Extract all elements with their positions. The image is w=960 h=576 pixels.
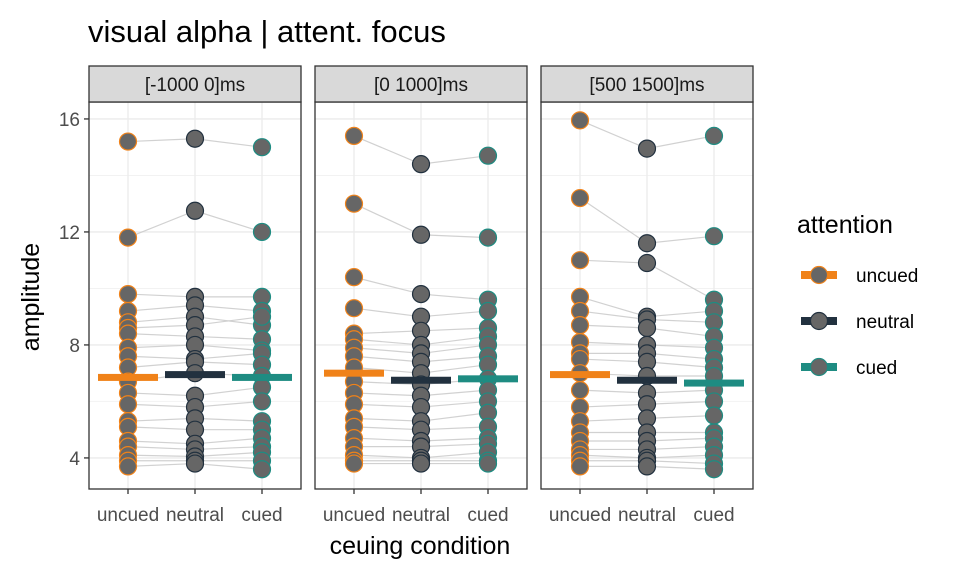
legend-key-point bbox=[809, 357, 829, 377]
legend-label: uncued bbox=[856, 266, 918, 287]
chart-title: visual alpha | attent. focus bbox=[88, 14, 446, 49]
data-point bbox=[411, 284, 431, 304]
y-tick-label: 16 bbox=[59, 110, 80, 131]
data-point bbox=[411, 225, 431, 244]
facet-panel: [500 1500]ms uncued neutral cued bbox=[540, 65, 754, 526]
data-point bbox=[637, 253, 657, 273]
mean-bar bbox=[684, 379, 744, 387]
mean-bar bbox=[550, 371, 610, 379]
data-point bbox=[411, 454, 431, 473]
data-point bbox=[252, 307, 272, 326]
data-point bbox=[704, 406, 724, 425]
data-point bbox=[344, 126, 364, 145]
y-tick-label: 4 bbox=[69, 449, 80, 470]
data-point bbox=[637, 139, 657, 158]
facet-strip bbox=[540, 65, 754, 103]
legend-item: neutral bbox=[801, 311, 914, 333]
facet-strip bbox=[314, 65, 528, 103]
y-axis-title: amplitude bbox=[17, 243, 45, 351]
legend-key-point bbox=[809, 311, 829, 331]
x-tick-label: neutral bbox=[166, 505, 224, 526]
data-point bbox=[252, 138, 272, 157]
data-point bbox=[185, 129, 205, 148]
mean-bar bbox=[232, 373, 292, 381]
data-point bbox=[637, 234, 657, 253]
x-axis-title: ceuing condition bbox=[330, 532, 511, 560]
facet-panels: [-1000 0]ms uncued neutral cued [0 1000]ms un… bbox=[59, 65, 754, 526]
data-point bbox=[118, 395, 138, 414]
x-tick-label: neutral bbox=[392, 505, 450, 526]
legend: attention uncued neutral cued bbox=[797, 211, 918, 379]
x-tick-label: uncued bbox=[549, 505, 611, 526]
facet-panel: [0 1000]ms uncued neutral cued bbox=[314, 65, 528, 526]
legend-item: uncued bbox=[801, 265, 918, 287]
data-point bbox=[570, 381, 590, 400]
data-point bbox=[570, 316, 590, 335]
y-axis: 4 8 12 16 bbox=[59, 110, 89, 470]
legend-title: attention bbox=[797, 211, 893, 239]
data-point bbox=[704, 460, 724, 479]
data-point bbox=[118, 457, 138, 476]
data-point bbox=[478, 228, 498, 247]
mean-bar bbox=[391, 376, 451, 384]
data-point bbox=[704, 227, 724, 246]
data-point bbox=[344, 268, 364, 287]
mean-bar bbox=[324, 369, 384, 377]
mean-bar bbox=[165, 371, 225, 379]
data-point bbox=[118, 132, 138, 151]
facet-strip bbox=[88, 65, 302, 103]
data-point bbox=[185, 201, 205, 220]
data-point bbox=[252, 222, 272, 242]
data-point bbox=[344, 454, 364, 473]
mean-bar bbox=[617, 376, 677, 384]
data-point bbox=[252, 460, 272, 479]
data-point bbox=[252, 392, 272, 411]
data-point bbox=[344, 299, 364, 318]
data-point bbox=[185, 454, 205, 473]
data-point bbox=[478, 301, 498, 321]
data-point bbox=[344, 194, 364, 213]
data-point bbox=[118, 284, 138, 304]
data-point bbox=[570, 251, 590, 270]
data-point bbox=[411, 155, 431, 174]
x-tick-label: cued bbox=[467, 505, 508, 526]
mean-bar bbox=[458, 375, 518, 383]
facet-strip-label: [0 1000]ms bbox=[374, 75, 468, 96]
x-tick-label: uncued bbox=[97, 505, 159, 526]
x-tick-label: cued bbox=[241, 505, 282, 526]
data-point bbox=[637, 318, 657, 338]
legend-item: cued bbox=[801, 357, 897, 379]
data-point bbox=[570, 111, 590, 130]
legend-key-point bbox=[809, 265, 829, 285]
y-tick-label: 8 bbox=[69, 336, 80, 357]
legend-label: neutral bbox=[856, 312, 914, 333]
data-point bbox=[118, 228, 138, 247]
x-tick-label: neutral bbox=[618, 505, 676, 526]
data-point bbox=[704, 126, 724, 145]
mean-bar bbox=[98, 373, 158, 381]
data-point bbox=[570, 188, 590, 208]
x-tick-label: uncued bbox=[323, 505, 385, 526]
data-point bbox=[478, 146, 498, 165]
facet-strip-label: [-1000 0]ms bbox=[145, 75, 245, 96]
data-point bbox=[570, 457, 590, 476]
y-tick-label: 12 bbox=[59, 223, 80, 244]
legend-label: cued bbox=[856, 358, 897, 379]
data-point bbox=[637, 457, 657, 476]
facet-strip-label: [500 1500]ms bbox=[589, 75, 704, 96]
data-point bbox=[478, 454, 498, 473]
x-tick-label: cued bbox=[693, 505, 734, 526]
facet-panel: [-1000 0]ms uncued neutral cued bbox=[88, 65, 302, 526]
